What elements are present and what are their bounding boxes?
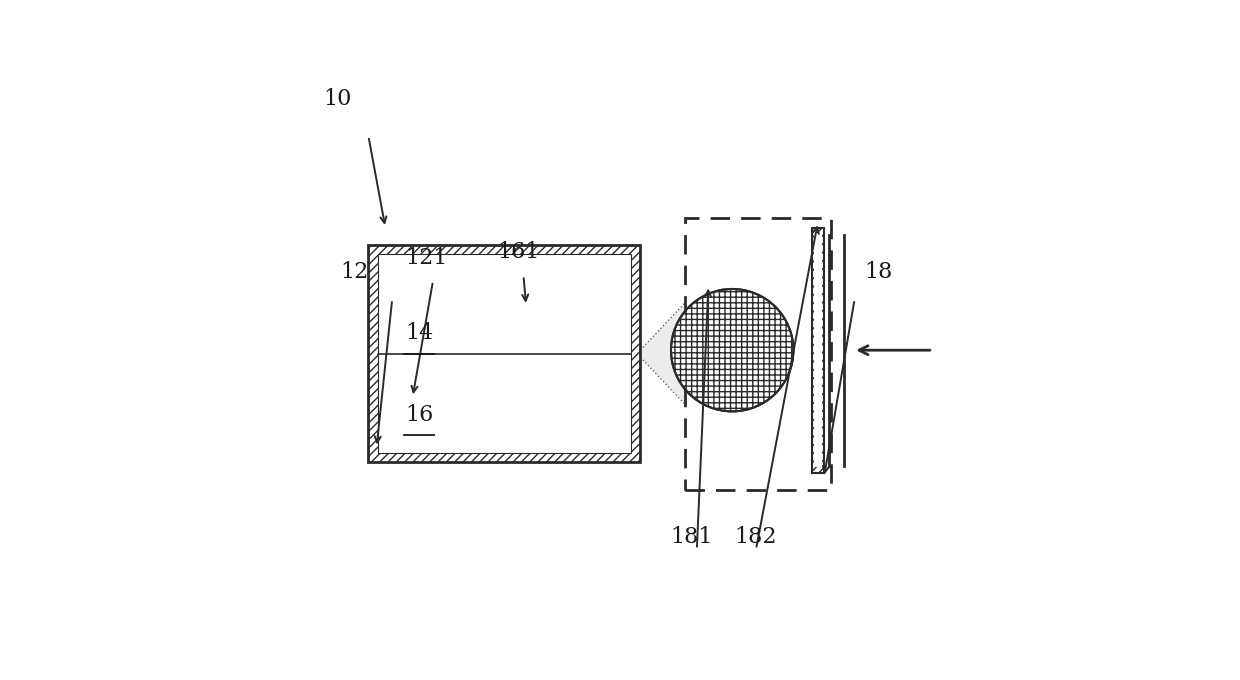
- Text: 12: 12: [341, 261, 370, 283]
- Bar: [684, 218, 831, 490]
- Text: 14: 14: [405, 322, 434, 344]
- Bar: [368, 245, 640, 462]
- Text: 10: 10: [324, 88, 352, 109]
- Bar: [813, 233, 822, 467]
- Bar: [378, 254, 631, 453]
- Text: 121: 121: [405, 248, 448, 269]
- Text: 16: 16: [405, 404, 434, 426]
- Text: 161: 161: [497, 241, 539, 262]
- Text: 182: 182: [735, 526, 777, 548]
- Bar: [812, 228, 825, 473]
- Text: 181: 181: [670, 526, 713, 548]
- Polygon shape: [640, 303, 684, 404]
- Text: 18: 18: [864, 261, 893, 283]
- Circle shape: [671, 289, 794, 411]
